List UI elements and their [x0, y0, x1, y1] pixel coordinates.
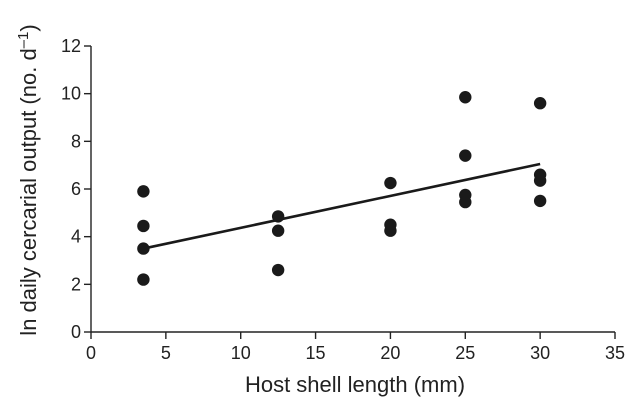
y-tick-label: 12 — [61, 36, 81, 56]
y-tick-label: 8 — [71, 131, 81, 151]
x-tick-label: 25 — [455, 343, 475, 363]
x-tick-label: 35 — [605, 343, 625, 363]
y-tick-label: 10 — [61, 84, 81, 104]
data-point — [271, 210, 285, 223]
data-point — [384, 224, 397, 237]
y-axis-title-close: ) — [16, 24, 41, 31]
data-point — [271, 224, 285, 237]
data-point — [137, 273, 150, 286]
y-tick-label: 2 — [71, 274, 81, 294]
data-point — [137, 219, 150, 233]
y-tick-label: 4 — [71, 227, 81, 247]
y-tick-label: 6 — [71, 179, 81, 199]
data-point — [533, 194, 547, 208]
y-axis-title-superscript: –1 — [15, 32, 32, 49]
x-tick-label: 15 — [306, 343, 326, 363]
data-point — [459, 91, 472, 104]
data-points — [137, 91, 547, 286]
data-point — [137, 185, 150, 198]
y-axis-title-main: ln daily cercarial output (no. d — [16, 48, 41, 335]
y-axis-title: ln daily cercarial output (no. d–1) — [15, 24, 41, 335]
y-axis-ticks: 0 2 4 6 8 10 12 — [61, 36, 91, 342]
axes-frame — [90, 46, 615, 333]
x-axis-title: Host shell length (mm) — [245, 372, 465, 397]
data-point — [384, 176, 397, 190]
data-point — [137, 242, 150, 255]
data-point — [271, 263, 285, 277]
data-point — [459, 195, 472, 209]
regression-line — [143, 162, 541, 250]
data-point — [533, 174, 547, 187]
x-tick-label: 30 — [530, 343, 550, 363]
x-tick-label: 20 — [380, 343, 400, 363]
x-tick-label: 0 — [86, 343, 96, 363]
data-point — [459, 149, 472, 162]
x-axis-ticks: 0 5 10 15 20 25 30 35 — [86, 332, 625, 363]
y-tick-label: 0 — [71, 322, 81, 342]
data-point — [533, 97, 547, 110]
x-tick-label: 10 — [231, 343, 251, 363]
x-tick-label: 5 — [161, 343, 171, 363]
